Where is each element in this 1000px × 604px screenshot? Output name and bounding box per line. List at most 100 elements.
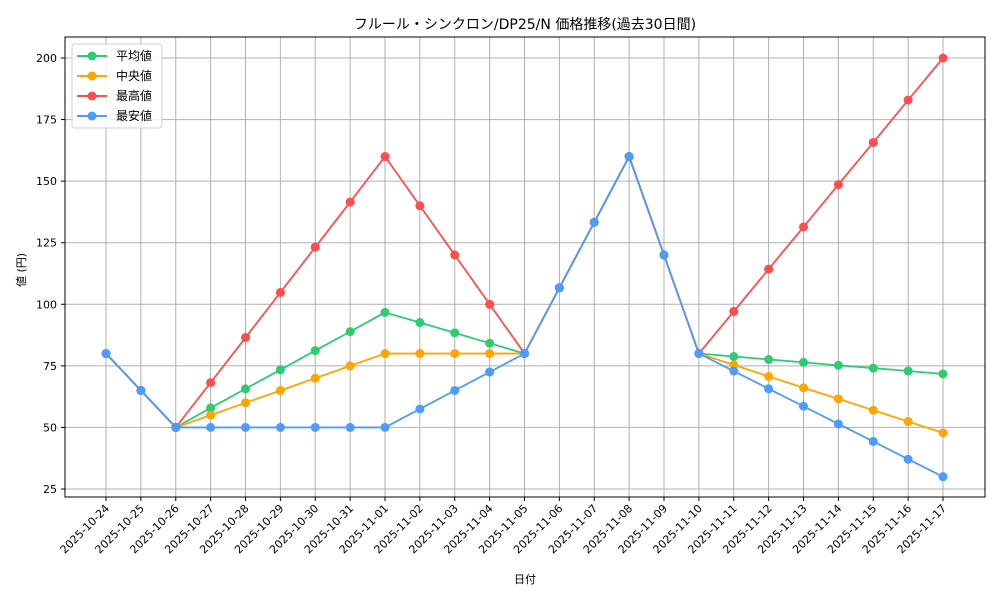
- data-point: [729, 351, 739, 361]
- data-point: [729, 366, 739, 376]
- chart-title: フルール・シンクロン/DP25/N 価格推移(過去30日間): [354, 17, 696, 33]
- data-point: [310, 346, 320, 356]
- data-point: [380, 152, 390, 162]
- y-tick-label: 100: [36, 298, 57, 311]
- data-point: [206, 422, 216, 432]
- data-point: [868, 436, 878, 446]
- data-point: [938, 428, 948, 438]
- y-tick-label: 150: [36, 175, 57, 188]
- data-point: [624, 152, 634, 162]
- data-point: [450, 328, 460, 338]
- legend-item: 中央値: [77, 68, 152, 83]
- data-point: [345, 422, 355, 432]
- data-point: [903, 366, 913, 376]
- data-point: [345, 361, 355, 371]
- data-point: [380, 422, 390, 432]
- data-point: [903, 454, 913, 464]
- data-point: [450, 250, 460, 260]
- data-point: [380, 307, 390, 317]
- y-tick-label: 175: [36, 114, 57, 127]
- data-point: [520, 349, 529, 359]
- data-point: [485, 349, 495, 359]
- data-point: [485, 367, 495, 377]
- data-point: [171, 422, 181, 432]
- data-series: [101, 53, 948, 482]
- data-point: [415, 318, 425, 328]
- data-point: [729, 360, 739, 370]
- data-point: [938, 369, 948, 379]
- data-point: [799, 383, 808, 393]
- data-point: [101, 349, 111, 359]
- legend-marker-icon: [87, 71, 97, 81]
- data-point: [868, 363, 878, 373]
- data-point: [310, 242, 320, 252]
- data-point: [799, 401, 808, 411]
- data-point: [415, 201, 425, 211]
- data-point: [415, 404, 425, 414]
- y-axis: 25 50 75 100 125 150 175 200: [36, 52, 65, 496]
- legend-item: 最安値: [77, 108, 152, 123]
- data-point: [903, 417, 913, 427]
- data-point: [729, 306, 739, 316]
- y-axis-label: 値 (円): [15, 253, 28, 287]
- data-point: [206, 410, 216, 420]
- data-point: [833, 394, 843, 404]
- data-point: [206, 403, 216, 413]
- data-point: [938, 53, 948, 63]
- legend-item: 平均値: [77, 48, 152, 63]
- data-point: [275, 287, 285, 297]
- legend-marker-icon: [87, 51, 97, 61]
- data-point: [241, 333, 250, 343]
- data-point: [206, 378, 216, 388]
- data-point: [275, 365, 285, 375]
- data-point: [345, 197, 355, 207]
- legend-label: 最安値: [116, 108, 152, 123]
- y-tick-label: 200: [36, 52, 57, 65]
- data-point: [694, 349, 704, 359]
- legend-item: 最高値: [77, 88, 152, 103]
- data-point: [485, 299, 495, 309]
- data-point: [485, 338, 495, 348]
- data-point: [275, 385, 285, 395]
- y-tick-label: 50: [43, 421, 57, 434]
- x-axis: 2025-10-242025-10-252025-10-262025-10-27…: [58, 497, 949, 556]
- data-point: [450, 385, 460, 395]
- data-point: [659, 250, 669, 260]
- data-point: [868, 405, 878, 415]
- legend-label: 平均値: [116, 48, 152, 63]
- data-point: [275, 422, 285, 432]
- grid-lines: [65, 37, 985, 497]
- data-point: [345, 327, 355, 337]
- y-tick-label: 75: [43, 360, 57, 373]
- data-point: [241, 398, 250, 408]
- data-point: [764, 384, 774, 394]
- data-point: [833, 180, 843, 190]
- data-point: [241, 384, 250, 394]
- legend-box: [71, 43, 163, 129]
- data-point: [764, 354, 774, 364]
- data-point: [380, 349, 390, 359]
- data-point: [415, 349, 425, 359]
- data-point: [450, 349, 460, 359]
- data-point: [310, 373, 320, 383]
- data-point: [833, 360, 843, 370]
- data-point: [764, 371, 774, 381]
- legend-label: 最高値: [116, 88, 152, 103]
- data-point: [868, 137, 878, 147]
- data-point: [938, 472, 948, 482]
- data-point: [241, 422, 250, 432]
- data-point: [799, 222, 808, 232]
- y-tick-label: 25: [43, 483, 57, 496]
- legend-label: 中央値: [116, 68, 152, 83]
- x-axis-label: 日付: [514, 573, 536, 586]
- data-point: [136, 385, 146, 395]
- legend-marker-icon: [87, 111, 97, 121]
- data-point: [554, 283, 564, 293]
- y-tick-label: 125: [36, 237, 57, 250]
- data-point: [764, 264, 774, 274]
- data-point: [833, 419, 843, 429]
- legend-marker-icon: [87, 91, 97, 101]
